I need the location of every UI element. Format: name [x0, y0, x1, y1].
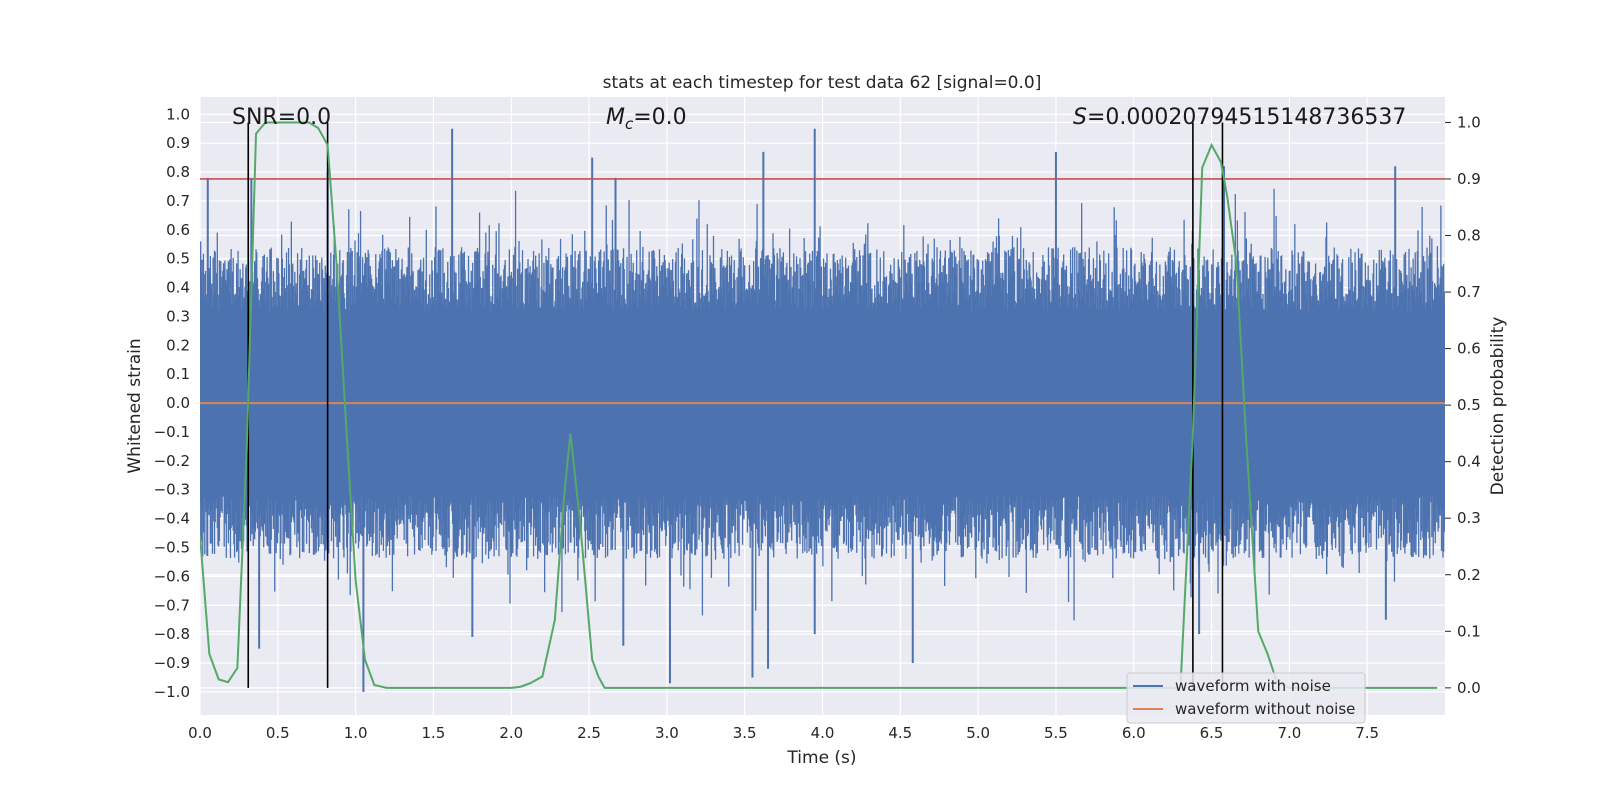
annotation-s-symbol: S	[1073, 105, 1087, 130]
y-tick-label-left: −0.9	[154, 654, 190, 672]
y-tick-label-right: 0.2	[1457, 566, 1481, 584]
y-tick-label-left: 0.9	[166, 134, 190, 152]
x-tick-label: 7.0	[1277, 724, 1301, 742]
y-tick-label-left: 0.5	[166, 250, 190, 268]
annotation-significance: S=0.00020794515148736537	[1073, 105, 1406, 130]
y-tick-label-left: 1.0	[166, 105, 190, 123]
x-tick-label: 2.0	[499, 724, 523, 742]
y-tick-label-right: 0.1	[1457, 622, 1481, 640]
legend: waveform with noise waveform without noi…	[1126, 672, 1366, 724]
y-axis-label-right: Detection probability	[1488, 317, 1508, 496]
x-tick-label: 4.0	[811, 724, 835, 742]
legend-label-noise: waveform with noise	[1175, 677, 1331, 695]
annotation-mc-value: =0.0	[633, 105, 686, 130]
y-tick-label-left: 0.4	[166, 279, 190, 297]
y-tick-label-right: 0.5	[1457, 396, 1481, 414]
annotation-s-value: =0.00020794515148736537	[1087, 105, 1406, 130]
y-tick-label-left: −0.2	[154, 452, 190, 470]
x-tick-label: 2.5	[577, 724, 601, 742]
x-tick-label: 5.5	[1044, 724, 1068, 742]
y-tick-label-left: 0.7	[166, 192, 190, 210]
y-tick-label-left: 0.2	[166, 336, 190, 354]
annotation-chirp-mass: Mc=0.0	[606, 105, 687, 133]
y-tick-label-right: 1.0	[1457, 113, 1481, 131]
y-tick-label-left: −0.5	[154, 539, 190, 557]
x-tick-label: 6.5	[1200, 724, 1224, 742]
x-axis-label: Time (s)	[786, 748, 856, 768]
legend-label-no-noise: waveform without noise	[1175, 700, 1355, 718]
y-tick-label-left: −0.7	[154, 596, 190, 614]
y-tick-label-left: 0.3	[166, 307, 190, 325]
annotation-snr: SNR=0.0	[232, 105, 331, 130]
chart-title: stats at each timestep for test data 62 …	[603, 73, 1042, 93]
x-tick-label: 1.0	[344, 724, 368, 742]
x-tick-label: 0.5	[266, 724, 290, 742]
y-tick-label-left: 0.6	[166, 221, 190, 239]
annotation-mc-symbol: M	[606, 105, 625, 130]
y-tick-label-left: −0.1	[154, 423, 190, 441]
x-tick-label: 3.0	[655, 724, 679, 742]
y-tick-label-left: 0.1	[166, 365, 190, 383]
y-tick-label-right: 0.7	[1457, 283, 1481, 301]
legend-frame	[1126, 672, 1366, 724]
y-tick-label-right: 0.9	[1457, 170, 1481, 188]
annotation-mc-subscript: c	[625, 115, 634, 133]
y-tick-label-left: −0.3	[154, 481, 190, 499]
x-tick-label: 7.5	[1355, 724, 1379, 742]
series-detection-probability	[200, 121, 1438, 689]
x-tick-label: 3.5	[733, 724, 757, 742]
y-tick-label-right: 0.4	[1457, 453, 1481, 471]
y-tick-label-left: −0.6	[154, 567, 190, 585]
y-tick-label-left: −0.4	[154, 510, 190, 528]
y-axis-label-left: Whitened strain	[125, 338, 145, 473]
y-tick-label-left: −1.0	[154, 683, 190, 701]
y-tick-label-left: 0.8	[166, 163, 190, 181]
y-tick-label-right: 0.3	[1457, 509, 1481, 527]
x-tick-label: 1.5	[422, 724, 446, 742]
y-tick-label-right: 0.6	[1457, 340, 1481, 358]
x-tick-label: 4.5	[888, 724, 912, 742]
x-tick-label: 5.0	[966, 724, 990, 742]
x-tick-label: 0.0	[188, 724, 212, 742]
y-tick-label-left: 0.0	[166, 394, 190, 412]
y-tick-label-right: 0.8	[1457, 227, 1481, 245]
x-tick-label: 6.0	[1122, 724, 1146, 742]
axes-ticks: 0.0 0.5 1.0 1.5 2.0 2.5 3.0 3.5 4.0 4.5 5.0 5.5 6.0 6…	[154, 105, 1481, 742]
y-tick-label-right: 0.0	[1457, 679, 1481, 697]
y-tick-label-left: −0.8	[154, 625, 190, 643]
overlay-lines	[200, 121, 1445, 689]
